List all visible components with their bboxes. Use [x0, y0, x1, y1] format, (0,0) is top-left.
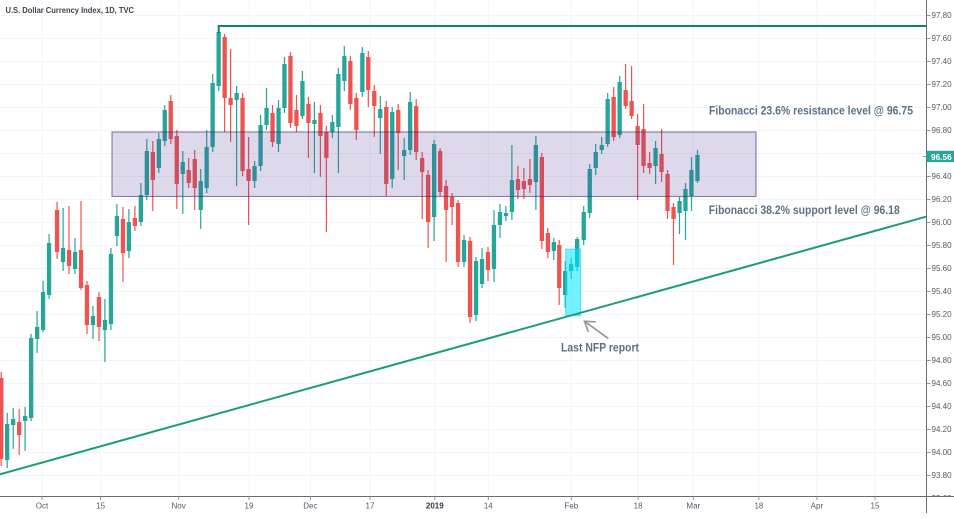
svg-text:14: 14: [484, 502, 493, 511]
svg-text:96.40: 96.40: [932, 172, 953, 181]
svg-text:96.20: 96.20: [932, 195, 953, 204]
svg-text:Oct: Oct: [36, 502, 49, 511]
svg-text:97.00: 97.00: [932, 103, 953, 112]
svg-text:94.20: 94.20: [932, 425, 953, 434]
svg-text:94.40: 94.40: [932, 402, 953, 411]
svg-text:97.80: 97.80: [932, 11, 953, 20]
svg-text:93.80: 93.80: [932, 471, 953, 480]
svg-text:19: 19: [245, 502, 254, 511]
svg-text:97.40: 97.40: [932, 57, 953, 66]
svg-text:94.00: 94.00: [932, 448, 953, 457]
svg-text:96.56: 96.56: [931, 152, 952, 162]
svg-text:Fibonacci 23.6% resistance lev: Fibonacci 23.6% resistance level @ 96.75: [709, 104, 913, 118]
svg-text:95.80: 95.80: [932, 241, 953, 250]
svg-text:Nov: Nov: [171, 502, 185, 511]
svg-text:15: 15: [96, 502, 105, 511]
svg-text:Fibonacci 38.2% support level: Fibonacci 38.2% support level @ 96.18: [709, 203, 900, 217]
svg-text:95.40: 95.40: [932, 287, 953, 296]
svg-text:94.60: 94.60: [932, 379, 953, 388]
svg-text:95.00: 95.00: [932, 333, 953, 342]
svg-text:96.00: 96.00: [932, 218, 953, 227]
svg-text:17: 17: [366, 502, 375, 511]
svg-text:Feb: Feb: [564, 502, 578, 511]
svg-text:U.S. Dollar Currency Index, 1D: U.S. Dollar Currency Index, 1D, TVC: [6, 5, 135, 15]
svg-text:Mar: Mar: [686, 502, 700, 511]
svg-text:2019: 2019: [426, 502, 444, 511]
svg-text:97.60: 97.60: [932, 34, 953, 43]
svg-text:18: 18: [634, 502, 643, 511]
svg-text:Last NFP report: Last NFP report: [561, 341, 639, 355]
svg-text:18: 18: [754, 502, 763, 511]
svg-text:Apr: Apr: [811, 502, 824, 511]
svg-text:97.20: 97.20: [932, 80, 953, 89]
svg-text:96.80: 96.80: [932, 126, 953, 135]
svg-text:95.60: 95.60: [932, 264, 953, 273]
svg-text:15: 15: [871, 502, 880, 511]
svg-text:95.20: 95.20: [932, 310, 953, 319]
svg-text:94.80: 94.80: [932, 356, 953, 365]
svg-text:Dec: Dec: [303, 502, 317, 511]
